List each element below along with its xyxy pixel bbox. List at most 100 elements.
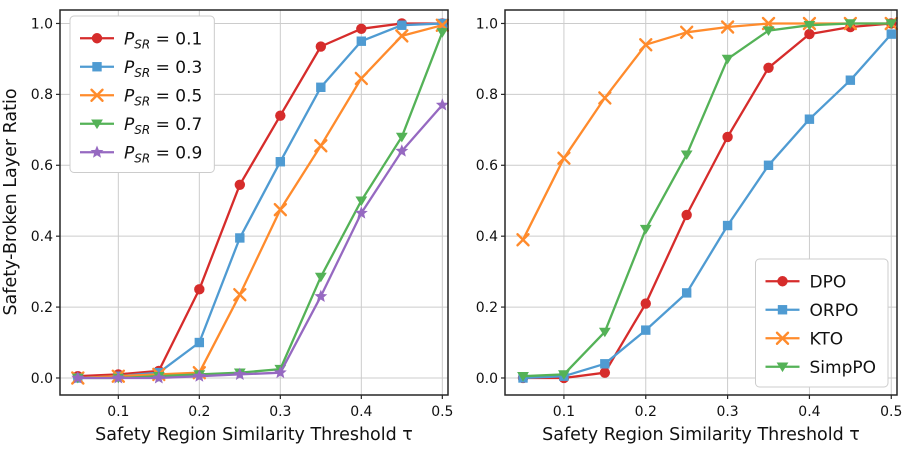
marker-square-orpo — [845, 75, 856, 85]
legend-label-simppo: SimpPO — [810, 358, 877, 378]
marker-triangle-down-psr-07 — [314, 272, 327, 283]
series-line-psr-09 — [77, 104, 444, 380]
marker-square-psr-03 — [235, 233, 245, 243]
legend: PSR = 0.1 PSR = 0.3 PSR = 0.5 PSR = 0.7 PSR … — [69, 15, 215, 173]
marker-circle-dpo — [722, 131, 733, 143]
marker-triangle-down-simppo — [517, 372, 529, 382]
marker-square-orpo — [722, 220, 733, 231]
marker-triangle-down-legend-simppo — [776, 362, 789, 373]
marker-square-legend-orpo — [777, 305, 788, 315]
marker-x-kto — [639, 38, 653, 52]
axes-spine — [59, 9, 449, 396]
y-tick-label: 0.0 — [476, 371, 498, 387]
marker-star-psr-09 — [354, 206, 368, 219]
legend-box — [755, 258, 889, 388]
marker-square-psr-03 — [397, 20, 407, 30]
marker-x-psr-05 — [354, 71, 369, 86]
x-tick-label: 0.5 — [880, 404, 902, 420]
marker-square-orpo — [641, 325, 651, 335]
marker-triangle-down-simppo — [558, 370, 570, 380]
x-axis-label-right: Safety Region Similarity Threshold τ — [542, 425, 860, 445]
x-tick-label: 0.2 — [635, 404, 657, 420]
legend-label-psr-05: PSR = 0.5 — [124, 86, 202, 108]
marker-square-orpo — [681, 288, 692, 298]
x-tick-label: 0.1 — [553, 404, 575, 420]
marker-star-psr-09 — [111, 371, 125, 384]
marker-x-psr-05 — [395, 29, 409, 43]
marker-circle-dpo — [681, 209, 692, 221]
marker-circle-psr-01 — [194, 284, 205, 295]
series-line-kto — [521, 22, 892, 241]
marker-x-kto — [720, 20, 735, 34]
x-tick-label: 0.3 — [716, 404, 738, 420]
marker-square-legend-psr-03 — [92, 62, 102, 72]
left-chart-safety-broken-vs-psr: Safety-Broken Layer Ratio Safety Region … — [1, 9, 453, 445]
marker-x-psr-05 — [233, 287, 247, 302]
marker-x-kto — [679, 25, 694, 40]
marker-triangle-down-simppo — [721, 54, 734, 65]
series-line-psr-05 — [77, 24, 443, 380]
marker-square-psr-03 — [356, 36, 367, 46]
marker-triangle-down-simppo — [803, 21, 816, 31]
x-tick-label: 0.5 — [431, 404, 453, 420]
marker-square-orpo — [804, 114, 815, 124]
marker-square-psr-03 — [437, 18, 448, 29]
legend-label-psr-09: PSR = 0.9 — [124, 143, 202, 165]
legend-label-psr-01: PSR = 0.1 — [124, 29, 202, 51]
marker-star-psr-09 — [152, 371, 166, 384]
marker-circle-legend-dpo — [777, 276, 788, 287]
marker-square-psr-03 — [275, 157, 286, 167]
marker-square-orpo — [763, 160, 774, 170]
marker-triangle-down-simppo — [844, 19, 857, 29]
y-tick-label: 0.8 — [476, 87, 498, 103]
marker-star-psr-09 — [192, 369, 206, 382]
x-axis-label-left: Safety Region Similarity Threshold τ — [95, 425, 413, 445]
x-tick-label: 0.2 — [188, 404, 210, 420]
marker-circle-psr-01 — [315, 41, 327, 52]
marker-circle-psr-01 — [275, 110, 286, 121]
marker-circle-dpo — [640, 298, 651, 309]
marker-triangle-down-psr-07 — [436, 28, 449, 38]
marker-star-psr-09 — [71, 371, 85, 384]
marker-circle-psr-01 — [356, 23, 367, 34]
y-tick-label: 0.6 — [31, 158, 53, 174]
series-line-simppo — [522, 22, 892, 378]
y-tick-label: 0.8 — [31, 87, 53, 103]
y-tick-label: 1.0 — [476, 16, 498, 32]
x-tick-label: 0.3 — [269, 404, 291, 420]
marker-circle-legend-psr-01 — [91, 33, 103, 44]
legend-label-dpo: DPO — [810, 272, 847, 292]
marker-x-kto — [516, 233, 530, 247]
marker-star-psr-09 — [435, 98, 449, 111]
marker-x-legend-psr-05 — [90, 88, 104, 102]
marker-x-psr-05 — [314, 139, 328, 153]
marker-circle-dpo — [599, 367, 611, 378]
marker-star-psr-09 — [273, 365, 287, 379]
marker-triangle-down-simppo — [639, 224, 652, 235]
marker-triangle-down-simppo — [598, 327, 611, 338]
marker-star-legend-psr-09 — [90, 145, 104, 158]
right-chart-safety-broken-vs-method: Safety Region Similarity Threshold τ 0.1… — [476, 9, 902, 445]
series-line-psr-01 — [77, 22, 443, 378]
legend-label-orpo: ORPO — [810, 301, 859, 321]
marker-triangle-down-legend-psr-07 — [91, 119, 103, 130]
plot-area: 0.1 0.2 0.3 0.4 0.5 0.0 0.2 0.4 0.6 0.8 1.0 — [476, 9, 902, 420]
marker-circle-dpo — [804, 28, 815, 40]
legend-label-kto: KTO — [810, 329, 844, 349]
y-tick-label: 0.0 — [31, 371, 53, 387]
marker-triangle-down-psr-07 — [355, 196, 368, 207]
y-tick-label: 0.6 — [476, 158, 498, 174]
y-tick-label: 0.4 — [31, 229, 53, 245]
x-tick-label: 0.4 — [798, 404, 820, 420]
legend-label-psr-03: PSR = 0.3 — [124, 58, 202, 80]
y-tick-label: 0.2 — [476, 300, 498, 316]
marker-star-psr-09 — [314, 289, 328, 302]
marker-x-psr-05 — [273, 202, 288, 217]
plot-area: 0.1 0.2 0.3 0.4 0.5 0.0 0.2 0.4 0.6 0.8 1.0 — [31, 9, 453, 420]
legend-box — [69, 15, 215, 173]
series-line-orpo — [522, 33, 893, 380]
marker-square-psr-03 — [194, 337, 205, 348]
y-tick-label: 1.0 — [31, 16, 53, 32]
marker-x-kto — [598, 91, 612, 105]
marker-circle-psr-01 — [234, 179, 246, 190]
